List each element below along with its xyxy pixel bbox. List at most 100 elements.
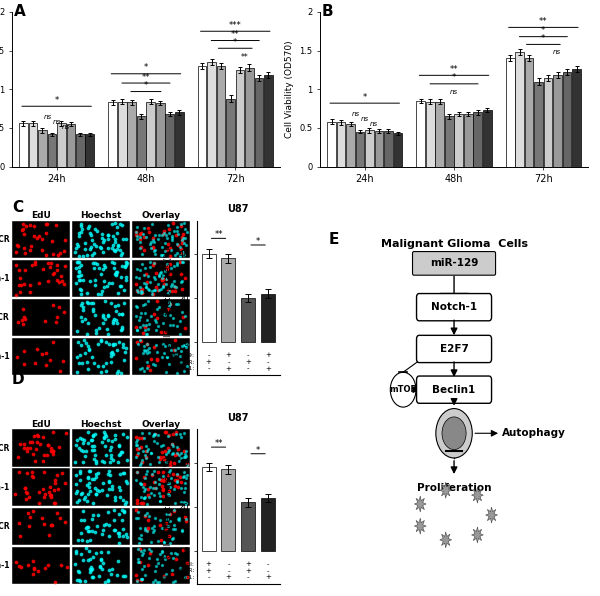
Point: [157, 475, 167, 485]
Point: [140, 309, 149, 318]
Point: [15, 274, 25, 283]
Point: [38, 433, 47, 442]
Text: siSCR:: siSCR:: [175, 569, 195, 573]
Point: [149, 342, 158, 352]
Point: [73, 435, 82, 445]
Point: [120, 347, 130, 357]
Point: [85, 535, 94, 545]
Y-axis label: miR-129 + siSCR: miR-129 + siSCR: [0, 313, 9, 322]
Point: [155, 496, 164, 505]
Point: [170, 506, 179, 516]
Point: [182, 339, 192, 349]
Point: [143, 223, 152, 232]
Point: [176, 222, 186, 231]
Point: [131, 570, 141, 579]
Point: [143, 490, 153, 499]
Point: [140, 485, 149, 494]
Text: **: **: [214, 230, 223, 239]
Point: [149, 430, 159, 439]
Point: [154, 488, 164, 498]
Point: [170, 524, 179, 533]
Point: [131, 513, 141, 523]
Point: [168, 448, 178, 458]
Point: [46, 443, 55, 453]
Point: [115, 531, 124, 541]
Text: E2F7: E2F7: [440, 344, 469, 354]
Point: [76, 466, 85, 476]
Bar: [394, 134, 403, 166]
Point: [108, 231, 118, 241]
Point: [14, 280, 23, 289]
Y-axis label: Control + siBeclin-1: Control + siBeclin-1: [0, 483, 9, 492]
Point: [112, 222, 122, 232]
Point: [94, 339, 103, 348]
Point: [139, 433, 148, 442]
Point: [106, 349, 116, 358]
Point: [49, 485, 58, 495]
Point: [41, 250, 50, 260]
Point: [151, 340, 161, 350]
Bar: [436, 101, 444, 166]
Point: [80, 348, 89, 358]
Point: [157, 448, 167, 457]
Bar: [534, 82, 543, 166]
Point: [112, 570, 122, 580]
Point: [83, 489, 92, 499]
Point: [172, 258, 182, 268]
Point: [150, 477, 160, 487]
Point: [143, 284, 153, 294]
Point: [143, 508, 152, 518]
Point: [76, 284, 85, 294]
Point: [81, 446, 91, 455]
Point: [78, 275, 88, 285]
Point: [170, 345, 179, 355]
Point: [177, 276, 187, 285]
Point: [154, 321, 163, 330]
Point: [181, 446, 190, 456]
Point: [143, 444, 152, 454]
Point: [13, 353, 22, 362]
Point: [25, 437, 35, 447]
Point: [132, 575, 142, 584]
Point: [80, 238, 89, 248]
Point: [110, 492, 120, 501]
Point: [158, 471, 168, 480]
Point: [179, 340, 188, 349]
Point: [155, 452, 164, 462]
Bar: [217, 66, 226, 166]
Point: [102, 490, 112, 499]
Point: [45, 356, 55, 365]
Point: [80, 314, 89, 324]
Point: [160, 474, 170, 484]
Point: [74, 271, 83, 281]
Point: [106, 357, 116, 367]
Point: [117, 324, 127, 334]
Point: [178, 313, 188, 322]
Text: ns: ns: [361, 116, 369, 122]
Point: [131, 302, 141, 311]
Point: [112, 244, 122, 253]
Point: [82, 536, 92, 546]
Point: [47, 521, 56, 530]
Point: [133, 557, 143, 567]
Point: [155, 271, 164, 281]
Point: [104, 575, 113, 585]
Text: **: **: [142, 73, 150, 82]
Point: [90, 275, 100, 284]
Point: [37, 245, 46, 254]
Point: [99, 433, 109, 442]
Point: [79, 251, 88, 260]
Point: [150, 315, 160, 324]
Text: *: *: [541, 34, 545, 43]
Point: [179, 366, 189, 375]
Point: [143, 271, 152, 281]
Point: [131, 322, 141, 332]
Point: [145, 460, 155, 469]
Text: -: -: [227, 359, 230, 365]
Point: [163, 522, 172, 531]
Point: [140, 523, 149, 532]
Point: [97, 437, 107, 446]
Title: Hoechst: Hoechst: [80, 211, 122, 220]
Text: ns: ns: [370, 120, 378, 126]
Point: [112, 368, 122, 377]
